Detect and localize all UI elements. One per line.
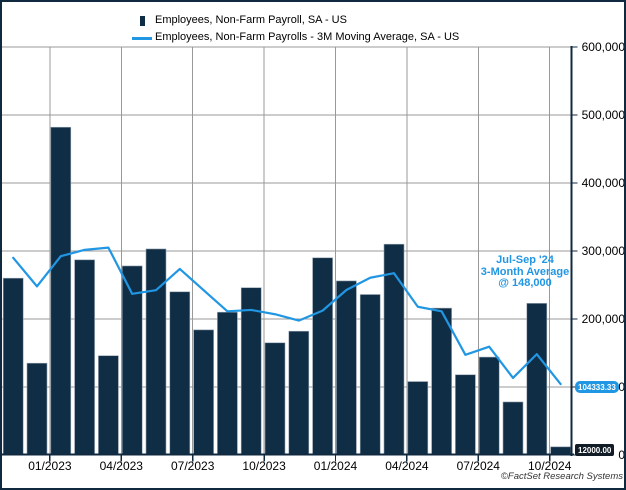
- annotation-line-3: @ 148,000: [498, 277, 552, 289]
- y-axis-label: 200,000: [581, 312, 625, 326]
- chart-annotation: Jul-Sep '24 3-Month Average @ 148,000: [480, 254, 570, 290]
- x-axis-label: 04/2024: [385, 459, 429, 473]
- y-axis-label: 600,000: [581, 40, 625, 54]
- legend-label-line-series: Employees, Non-Farm Payrolls - 3M Moving…: [155, 31, 460, 43]
- x-axis-label: 10/2023: [242, 459, 286, 473]
- annotation-line-1: Jul-Sep '24: [496, 254, 554, 266]
- bar-series: [2, 126, 571, 456]
- legend-label-bar-series: Employees, Non-Farm Payroll, SA - US: [155, 14, 347, 26]
- x-axis-label: 10/2024: [527, 459, 572, 473]
- x-axis-label: 01/2024: [313, 459, 358, 473]
- x-axis-label: 04/2023: [99, 459, 143, 473]
- y-axis-label: 400,000: [581, 176, 625, 190]
- y-axis-label: 500,000: [581, 108, 625, 122]
- x-axis-label: 07/2023: [170, 459, 215, 473]
- y-axis-label: 0: [618, 448, 625, 462]
- y-axis-label: 300,000: [581, 244, 625, 258]
- line-last-value-badge: 104333.33: [575, 381, 619, 393]
- annotation-line-2: 3-Month Average: [480, 265, 570, 278]
- factset-credit: ©FactSet Research Systems: [500, 471, 623, 482]
- x-axis-label: 07/2024: [456, 459, 500, 473]
- gridlines: [2, 46, 572, 455]
- bar-last-value-badge: 12000.00: [575, 444, 615, 456]
- moving-average-line-series: [12, 246, 562, 386]
- bar-series-swatch-icon: [140, 16, 145, 26]
- x-axis-label: 01/2023: [28, 459, 72, 473]
- line-series-swatch-icon: [132, 37, 152, 40]
